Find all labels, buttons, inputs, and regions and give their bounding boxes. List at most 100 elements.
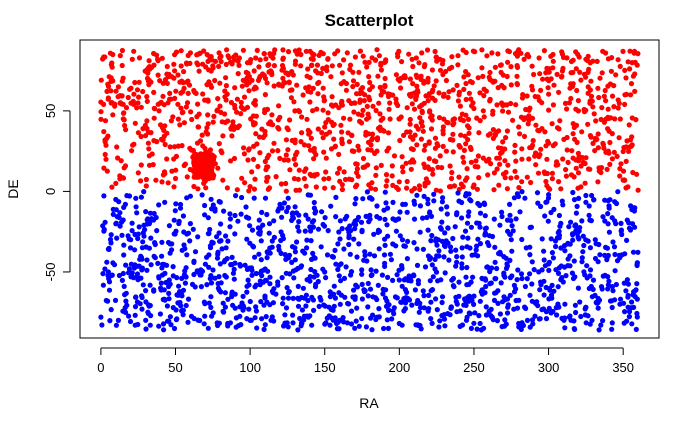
blue-point <box>121 242 127 248</box>
blue-point <box>436 324 442 330</box>
blue-point <box>166 296 172 302</box>
blue-point <box>430 274 436 280</box>
blue-point <box>491 216 497 222</box>
red-point <box>298 51 304 58</box>
blue-point <box>348 269 355 275</box>
red-point <box>533 122 539 128</box>
red-point <box>508 82 514 88</box>
red-point <box>362 92 368 98</box>
red-point <box>267 51 273 57</box>
blue-point <box>390 199 396 205</box>
blue-point <box>489 265 495 271</box>
blue-point <box>396 277 402 283</box>
blue-point <box>321 223 328 229</box>
blue-point <box>428 299 434 305</box>
blue-point <box>362 288 368 294</box>
red-point <box>486 156 492 162</box>
blue-point <box>158 285 164 291</box>
blue-point <box>511 282 517 288</box>
red-point <box>403 160 409 166</box>
blue-point <box>143 317 149 323</box>
blue-point <box>532 313 538 319</box>
blue-point <box>231 276 237 282</box>
red-point <box>220 133 226 139</box>
blue-point <box>105 269 111 275</box>
blue-point <box>252 284 258 290</box>
red-point <box>595 131 601 137</box>
blue-point <box>292 204 298 210</box>
blue-point <box>185 319 191 325</box>
red-point <box>204 125 210 131</box>
blue-point <box>305 314 311 320</box>
red-point <box>134 87 141 93</box>
red-point <box>504 73 510 80</box>
red-point <box>385 91 391 97</box>
blue-point <box>187 238 193 244</box>
red-point <box>231 155 238 162</box>
red-point <box>309 62 315 68</box>
red-point <box>490 79 496 85</box>
blue-point <box>546 267 552 273</box>
blue-point <box>183 302 189 309</box>
red-point <box>177 122 183 128</box>
red-point <box>307 171 313 177</box>
red-point <box>257 150 263 156</box>
red-point <box>461 74 467 80</box>
blue-point <box>399 237 406 243</box>
red-point <box>320 85 326 91</box>
blue-point <box>107 318 113 324</box>
blue-point <box>603 244 609 250</box>
blue-point <box>406 273 412 279</box>
red-point <box>244 80 250 86</box>
blue-point <box>482 213 488 219</box>
red-point <box>471 182 477 188</box>
blue-point <box>365 280 371 287</box>
blue-point <box>606 278 612 284</box>
blue-point <box>262 293 268 299</box>
blue-point <box>161 327 167 333</box>
red-point <box>342 176 349 183</box>
x-tick-label: 150 <box>314 360 336 375</box>
blue-point <box>237 263 243 269</box>
blue-point <box>376 314 382 320</box>
red-point <box>320 51 326 57</box>
blue-point <box>454 259 460 265</box>
red-point <box>549 176 556 182</box>
red-point <box>426 156 432 162</box>
red-point <box>271 63 277 69</box>
red-point <box>618 161 624 167</box>
blue-point <box>449 277 455 283</box>
red-point <box>326 175 332 182</box>
blue-point <box>335 266 341 273</box>
red-point <box>373 172 379 178</box>
blue-point <box>439 299 445 306</box>
blue-point <box>435 237 441 243</box>
red-point <box>595 145 602 151</box>
blue-point <box>258 299 264 305</box>
blue-point <box>144 257 150 263</box>
blue-point <box>487 281 493 287</box>
red-point <box>341 57 347 63</box>
red-point <box>205 131 211 137</box>
red-point <box>159 55 165 61</box>
red-point <box>559 68 566 74</box>
blue-point <box>216 230 222 236</box>
blue-point <box>389 316 395 322</box>
blue-point <box>174 292 180 298</box>
blue-point <box>172 208 178 214</box>
red-point <box>101 129 107 135</box>
red-point <box>516 47 522 53</box>
red-point <box>179 110 185 116</box>
blue-point <box>218 238 224 244</box>
blue-point <box>477 241 483 247</box>
blue-point <box>110 260 116 266</box>
red-point <box>368 142 374 148</box>
red-point <box>335 170 341 176</box>
blue-point <box>127 318 134 325</box>
red-point <box>113 180 119 186</box>
red-point <box>159 179 165 185</box>
red-point <box>321 94 327 100</box>
chart-title: Scatterplot <box>325 11 414 30</box>
blue-point <box>605 286 611 292</box>
